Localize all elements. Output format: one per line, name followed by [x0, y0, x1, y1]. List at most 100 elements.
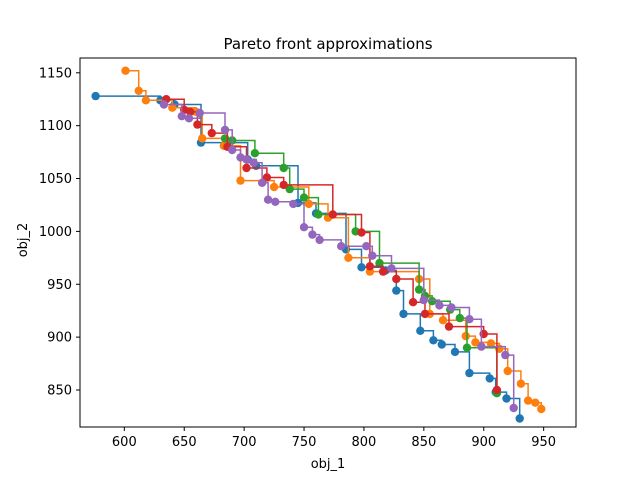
series-1-point [437, 340, 446, 349]
series-2-point [461, 331, 470, 341]
series-4-point [186, 107, 195, 117]
series-3-point [250, 149, 260, 158]
series-4-point [242, 163, 251, 173]
series-5-point [271, 197, 280, 206]
series-1-point [429, 336, 438, 345]
series-1-point [502, 394, 511, 403]
series-5-point [419, 295, 428, 305]
series-4-point [193, 120, 202, 129]
series-5-point [249, 158, 258, 167]
series-2-point [516, 379, 526, 388]
series-5-point [509, 403, 518, 413]
series-5-point [465, 315, 474, 324]
series-1-step-line [95, 95, 521, 419]
series-1-point [357, 263, 366, 272]
axes-layer: 600 650 700 750 800 850 900 950 850 900 950 1000 105… [39, 57, 577, 450]
y-tick-label: 1100 [39, 119, 72, 134]
series-5-point [159, 100, 169, 109]
x-tick-label: 650 [172, 435, 197, 450]
series-3-point [414, 285, 424, 294]
series-2-point [141, 96, 151, 105]
series-2-point [344, 253, 353, 262]
series-1-point [450, 347, 460, 357]
series-3-point [299, 193, 309, 202]
series-4-point [492, 385, 502, 395]
series-5-point [362, 242, 371, 251]
series-4-point [328, 210, 337, 219]
y-tick-label: 1150 [39, 66, 72, 81]
series-5-point [501, 350, 510, 360]
series-2-point [503, 366, 512, 376]
series-3-point [462, 343, 472, 352]
series-5-point [289, 199, 298, 209]
chart-title: Pareto front approximations [223, 35, 432, 53]
series-2-point [121, 66, 130, 75]
x-tick-label: 950 [531, 435, 556, 450]
series-4-point [357, 228, 366, 237]
series-1-point [392, 286, 401, 295]
series-5-point [184, 114, 194, 123]
series-4-point [420, 309, 430, 319]
series-2-point [236, 176, 245, 185]
series-5-point [242, 155, 251, 164]
series-1-point [515, 414, 524, 423]
series-5-point [477, 342, 486, 351]
y-axis-label: obj_2 [16, 223, 31, 258]
series-2-point [269, 182, 279, 192]
series-5-point [315, 235, 324, 245]
series-2-point [531, 398, 540, 407]
series-1-point [91, 91, 100, 101]
series-2-point [523, 396, 533, 405]
series-4-point [444, 322, 454, 331]
series-3-point [279, 163, 288, 173]
series-5 [159, 100, 518, 413]
series-4-point [392, 274, 401, 284]
plot-layer [91, 66, 546, 423]
series-5-point [228, 145, 237, 155]
series-3-point [428, 297, 437, 306]
series-3-point [314, 210, 323, 219]
series-2-point [304, 199, 313, 209]
y-tick-label: 850 [47, 383, 72, 398]
series-2-point [198, 134, 207, 143]
series-3-step-line [225, 137, 498, 394]
series-5-point [257, 178, 267, 187]
series-5-point [299, 223, 309, 232]
x-tick-label: 750 [292, 435, 317, 450]
series-5-point [368, 251, 377, 260]
y-tick-label: 950 [47, 278, 72, 293]
series-5-point [387, 264, 396, 273]
x-tick-label: 850 [411, 435, 436, 450]
series-5-point [263, 195, 273, 204]
series-2-point [537, 404, 546, 414]
y-tick-label: 1000 [39, 225, 72, 240]
x-tick-label: 800 [352, 435, 377, 450]
series-5-point [177, 112, 186, 121]
series-2-point [168, 103, 177, 112]
series-5-point [308, 230, 317, 239]
series-2-point [471, 338, 480, 347]
x-tick-label: 700 [232, 435, 257, 450]
series-5-point [435, 301, 444, 310]
series-5-point [337, 242, 346, 251]
series-4-point [408, 298, 418, 307]
series-5-point [195, 108, 204, 118]
series-1-point [485, 374, 494, 383]
series-5-point [220, 125, 230, 135]
series-1-point [399, 309, 408, 319]
series-1-point [465, 368, 474, 378]
series-3-point [375, 258, 384, 268]
series-2-point [486, 339, 496, 348]
series-2-point [438, 316, 448, 325]
series-3-point [285, 184, 294, 194]
series-2-point [134, 86, 143, 96]
series-4-point [378, 267, 388, 276]
series-1-point [416, 326, 425, 335]
series-3-point [455, 313, 464, 323]
series-4-point [279, 180, 288, 190]
plot-frame [79, 57, 577, 428]
y-tick-label: 900 [47, 331, 72, 346]
x-tick-label: 900 [471, 435, 496, 450]
series-5-point [447, 303, 456, 312]
